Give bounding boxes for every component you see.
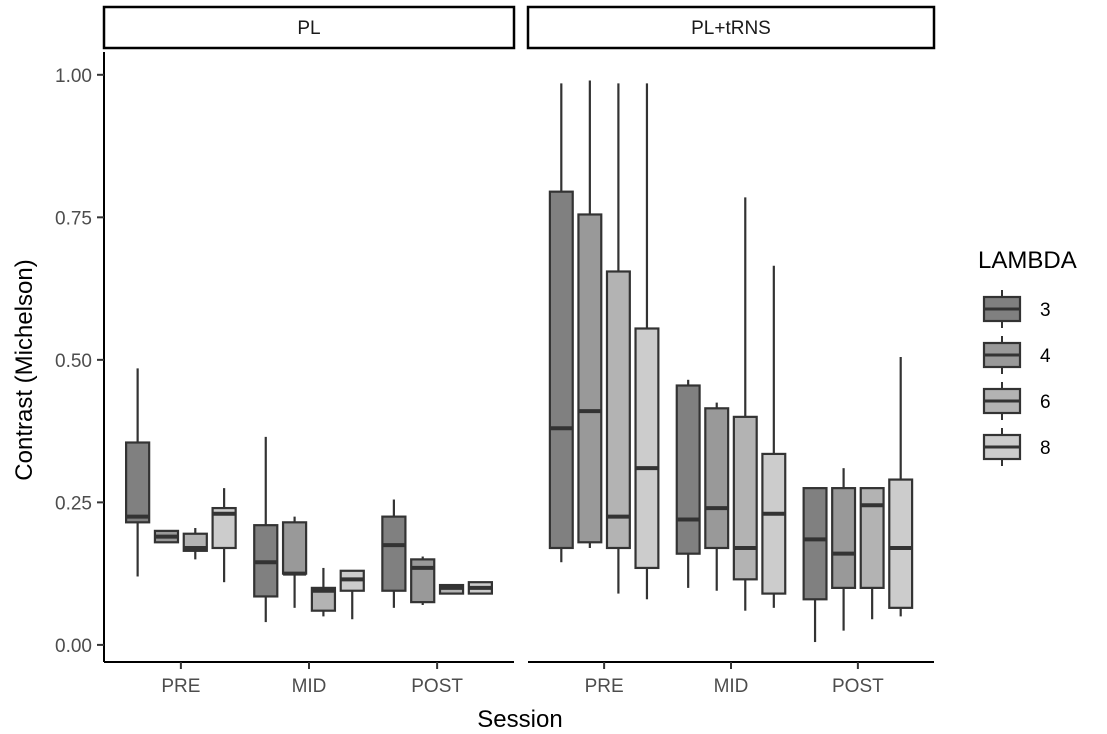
panel-pl-trns: PL+tRNS PRE MID POST xyxy=(526,5,936,697)
box-pl-post-lambda-3 xyxy=(381,499,407,608)
box-iqr xyxy=(211,506,237,550)
y-tick-label: 1.00 xyxy=(55,66,92,87)
legend-label: 4 xyxy=(1040,346,1051,367)
legend-item-4: 4 xyxy=(982,336,1051,374)
box-pl-trns-post-lambda-8 xyxy=(888,357,914,617)
facet-strip-label: PL+tRNS xyxy=(691,18,771,39)
box-pl-pre-lambda-6 xyxy=(182,528,208,560)
legend-label: 6 xyxy=(1040,392,1051,413)
legend-item-8: 8 xyxy=(982,428,1051,466)
box-pl-mid-lambda-4 xyxy=(281,516,308,608)
y-axis-title: Contrast (Michelson) xyxy=(11,259,38,480)
legend-item-6: 6 xyxy=(982,382,1051,420)
box-iqr xyxy=(732,415,758,581)
box-iqr xyxy=(410,558,436,604)
legend-item-3: 3 xyxy=(982,290,1051,328)
box-pl-trns-mid-lambda-8 xyxy=(761,265,787,608)
box-pl-trns-post-lambda-3 xyxy=(802,487,828,643)
box-iqr xyxy=(888,478,914,609)
box-iqr xyxy=(605,270,631,550)
legend-label: 8 xyxy=(1040,438,1051,459)
box-pl-pre-lambda-3 xyxy=(125,368,151,577)
legend: LAMBDA 3 4 6 8 xyxy=(978,247,1077,466)
legend-label: 3 xyxy=(1040,300,1051,321)
box-iqr xyxy=(831,487,857,589)
x-tick-label: MID xyxy=(292,676,327,697)
box-pl-trns-mid-lambda-3 xyxy=(675,379,701,588)
facet-strip-label: PL xyxy=(297,18,320,39)
box-pl-trns-pre-lambda-3 xyxy=(548,83,574,563)
box-pl-mid-lambda-8 xyxy=(339,569,365,620)
box-iqr xyxy=(310,586,337,612)
box-pl-post-lambda-8 xyxy=(467,581,493,595)
box-pl-trns-pre-lambda-4 xyxy=(577,80,603,548)
box-iqr xyxy=(761,452,787,595)
x-tick-label: POST xyxy=(832,676,884,697)
box-iqr xyxy=(675,384,701,555)
box-iqr xyxy=(381,515,407,592)
box-iqr xyxy=(802,487,828,601)
y-tick-label: 0.75 xyxy=(55,208,92,229)
legend-title: LAMBDA xyxy=(978,247,1077,274)
box-iqr xyxy=(548,190,574,550)
box-iqr xyxy=(281,521,308,575)
box-iqr xyxy=(704,407,730,550)
box-iqr xyxy=(859,487,885,589)
y-tick-label: 0.25 xyxy=(55,493,92,514)
box-pl-post-lambda-4 xyxy=(410,556,436,605)
box-iqr xyxy=(577,213,603,544)
box-pl-mid-lambda-6 xyxy=(310,567,337,617)
y-tick-label: 0.00 xyxy=(55,636,92,657)
panel-pl: PL PRE MID POST xyxy=(102,5,516,697)
box-iqr xyxy=(634,327,660,570)
y-tick-label: 0.50 xyxy=(55,351,92,372)
box-pl-mid-lambda-3 xyxy=(253,436,279,623)
y-axis: 0.00 0.25 0.50 0.75 1.00 xyxy=(55,52,105,662)
box-pl-trns-mid-lambda-6 xyxy=(732,197,758,611)
box-pl-trns-post-lambda-6 xyxy=(859,487,885,620)
box-pl-trns-pre-lambda-8 xyxy=(634,83,660,600)
box-pl-trns-mid-lambda-4 xyxy=(704,402,730,591)
x-tick-label: POST xyxy=(411,676,463,697)
x-axis-title: Session xyxy=(477,706,562,733)
box-pl-pre-lambda-4 xyxy=(153,529,180,544)
facet-strip xyxy=(102,5,516,50)
x-tick-label: PRE xyxy=(585,676,624,697)
box-pl-pre-lambda-8 xyxy=(211,488,237,583)
box-iqr xyxy=(125,441,151,524)
panels-layer: PL PRE MID POST PL+tRNS PRE MID POST xyxy=(102,5,936,697)
x-tick-label: MID xyxy=(714,676,749,697)
facet-strip xyxy=(526,5,936,50)
box-pl-trns-post-lambda-4 xyxy=(831,468,857,631)
box-pl-trns-pre-lambda-6 xyxy=(605,83,631,594)
x-tick-label: PRE xyxy=(161,676,200,697)
box-pl-post-lambda-6 xyxy=(438,583,465,595)
